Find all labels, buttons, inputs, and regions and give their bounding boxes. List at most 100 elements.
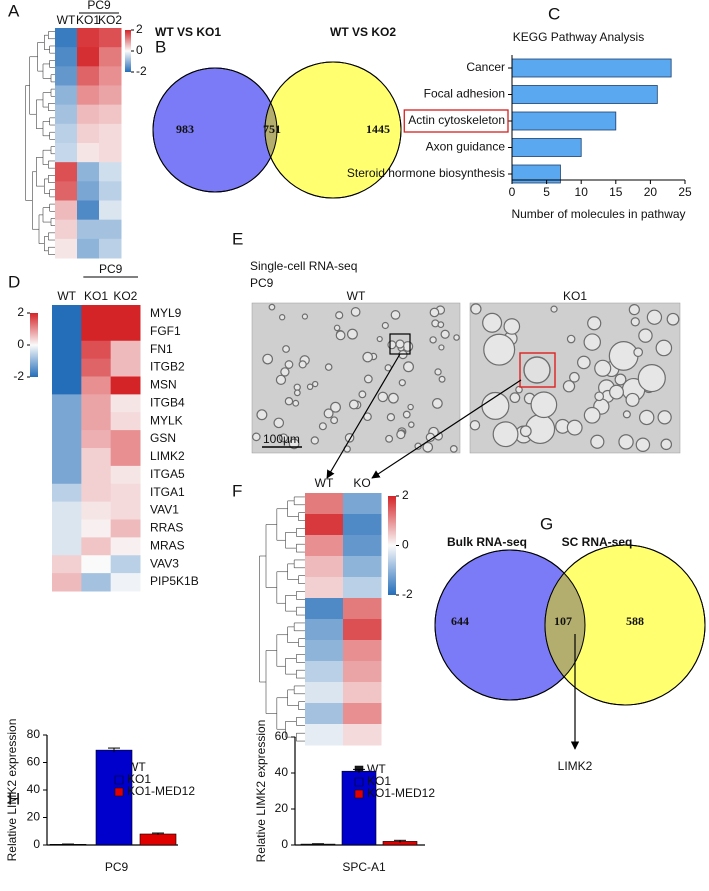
heatmap-cell bbox=[110, 448, 141, 467]
colorbar-tick-label: 2 bbox=[136, 22, 143, 36]
panel-label: C bbox=[548, 4, 560, 23]
heatmap-cell bbox=[55, 123, 78, 144]
heatmap-cell bbox=[305, 703, 344, 725]
heatmap-cell bbox=[55, 66, 78, 86]
cell bbox=[280, 367, 290, 377]
venn-outline bbox=[264, 61, 402, 199]
cell bbox=[469, 420, 481, 431]
heatmap-cell bbox=[81, 537, 112, 556]
venn-count: 588 bbox=[626, 614, 644, 628]
venn-count: 751 bbox=[263, 122, 281, 136]
heatmap-cell bbox=[55, 181, 78, 201]
cell bbox=[483, 333, 516, 366]
cell bbox=[275, 374, 287, 385]
cell bbox=[429, 336, 437, 344]
cell bbox=[402, 410, 411, 419]
x-tick-label: 10 bbox=[575, 185, 589, 199]
row-label: GSN bbox=[150, 431, 176, 445]
cell bbox=[633, 347, 644, 358]
heatmap-cell bbox=[52, 555, 82, 574]
y-tick-label: 60 bbox=[27, 755, 41, 769]
heatmap-cell bbox=[81, 519, 112, 538]
heatmap-cell bbox=[81, 305, 112, 324]
venn-set-title: WT VS KO1 bbox=[155, 25, 221, 39]
cell bbox=[284, 396, 294, 406]
x-tick-label: 20 bbox=[644, 185, 658, 199]
row-label: MYL9 bbox=[150, 306, 182, 320]
legend-label: KO1-MED12 bbox=[127, 784, 195, 798]
heatmap-cell bbox=[305, 661, 344, 683]
cell bbox=[306, 383, 314, 391]
cell bbox=[335, 330, 346, 341]
heatmap-cell bbox=[77, 219, 100, 240]
colorbar-tick-label: 2 bbox=[17, 305, 24, 319]
bar bbox=[139, 833, 177, 846]
cell bbox=[363, 374, 373, 384]
colorbar bbox=[388, 496, 396, 595]
heatmap-cell bbox=[343, 514, 382, 536]
cell bbox=[293, 383, 301, 391]
y-tick-label: 0 bbox=[281, 837, 288, 851]
heatmap-cell bbox=[99, 162, 122, 182]
heatmap-cell bbox=[77, 104, 100, 125]
column-label: KO1 bbox=[76, 13, 100, 27]
cell bbox=[635, 437, 651, 452]
cell bbox=[519, 425, 532, 438]
row-label: RRAS bbox=[150, 521, 183, 535]
panel-label: B bbox=[155, 37, 166, 56]
heatmap-cell bbox=[81, 376, 112, 395]
colorbar-tick-label: 2 bbox=[402, 488, 409, 502]
category-label: Actin cytoskeleton bbox=[408, 113, 505, 127]
heatmap-cell bbox=[343, 493, 382, 515]
cell bbox=[440, 329, 450, 339]
cell bbox=[503, 318, 521, 335]
x-axis-label: Number of molecules in pathway bbox=[511, 207, 685, 221]
column-label: KO2 bbox=[113, 289, 137, 303]
colorbar bbox=[30, 313, 38, 377]
heatmap-cell bbox=[81, 555, 112, 574]
heatmap-cell bbox=[343, 703, 382, 725]
venn-count: 107 bbox=[554, 614, 572, 628]
error-bar bbox=[353, 768, 365, 773]
x-tick-label: 15 bbox=[609, 185, 623, 199]
chart-title: KEGG Pathway Analysis bbox=[513, 30, 644, 44]
cell bbox=[422, 441, 434, 453]
venn-outline bbox=[544, 544, 706, 706]
cell bbox=[637, 364, 666, 393]
cell bbox=[278, 314, 286, 321]
cell bbox=[625, 392, 640, 407]
x-axis-label: PC9 bbox=[105, 860, 129, 874]
cell bbox=[657, 410, 672, 425]
cell bbox=[492, 421, 519, 448]
heatmap-cell bbox=[343, 640, 382, 662]
heatmap-cell bbox=[305, 577, 344, 599]
heatmap-cell bbox=[77, 85, 100, 106]
cell bbox=[312, 380, 319, 388]
group-label: PC9 bbox=[87, 0, 111, 12]
cell bbox=[323, 408, 334, 419]
row-label: LIMK2 bbox=[150, 449, 185, 463]
cell bbox=[333, 324, 341, 332]
heatmap-cell bbox=[77, 200, 100, 221]
heatmap-cell bbox=[343, 556, 382, 578]
cell bbox=[293, 389, 301, 397]
heatmap-cell bbox=[81, 394, 112, 413]
panel-label: H bbox=[8, 789, 20, 808]
heatmap-cell bbox=[99, 238, 122, 259]
row-label: MSN bbox=[150, 378, 177, 392]
cell bbox=[387, 340, 397, 350]
heatmap-cell bbox=[81, 448, 112, 467]
cell bbox=[324, 363, 333, 371]
cell bbox=[278, 433, 289, 443]
bar bbox=[511, 138, 582, 157]
y-tick-label: 0 bbox=[33, 837, 40, 851]
heatmap-cell bbox=[110, 322, 141, 342]
scale-label: 100μm bbox=[263, 432, 300, 446]
cell bbox=[298, 360, 307, 369]
legend-swatch bbox=[354, 777, 364, 787]
row-label: MYLK bbox=[150, 413, 183, 427]
zoom-box bbox=[519, 352, 556, 388]
cell bbox=[583, 406, 601, 424]
cell bbox=[377, 391, 389, 403]
cell bbox=[618, 434, 634, 450]
